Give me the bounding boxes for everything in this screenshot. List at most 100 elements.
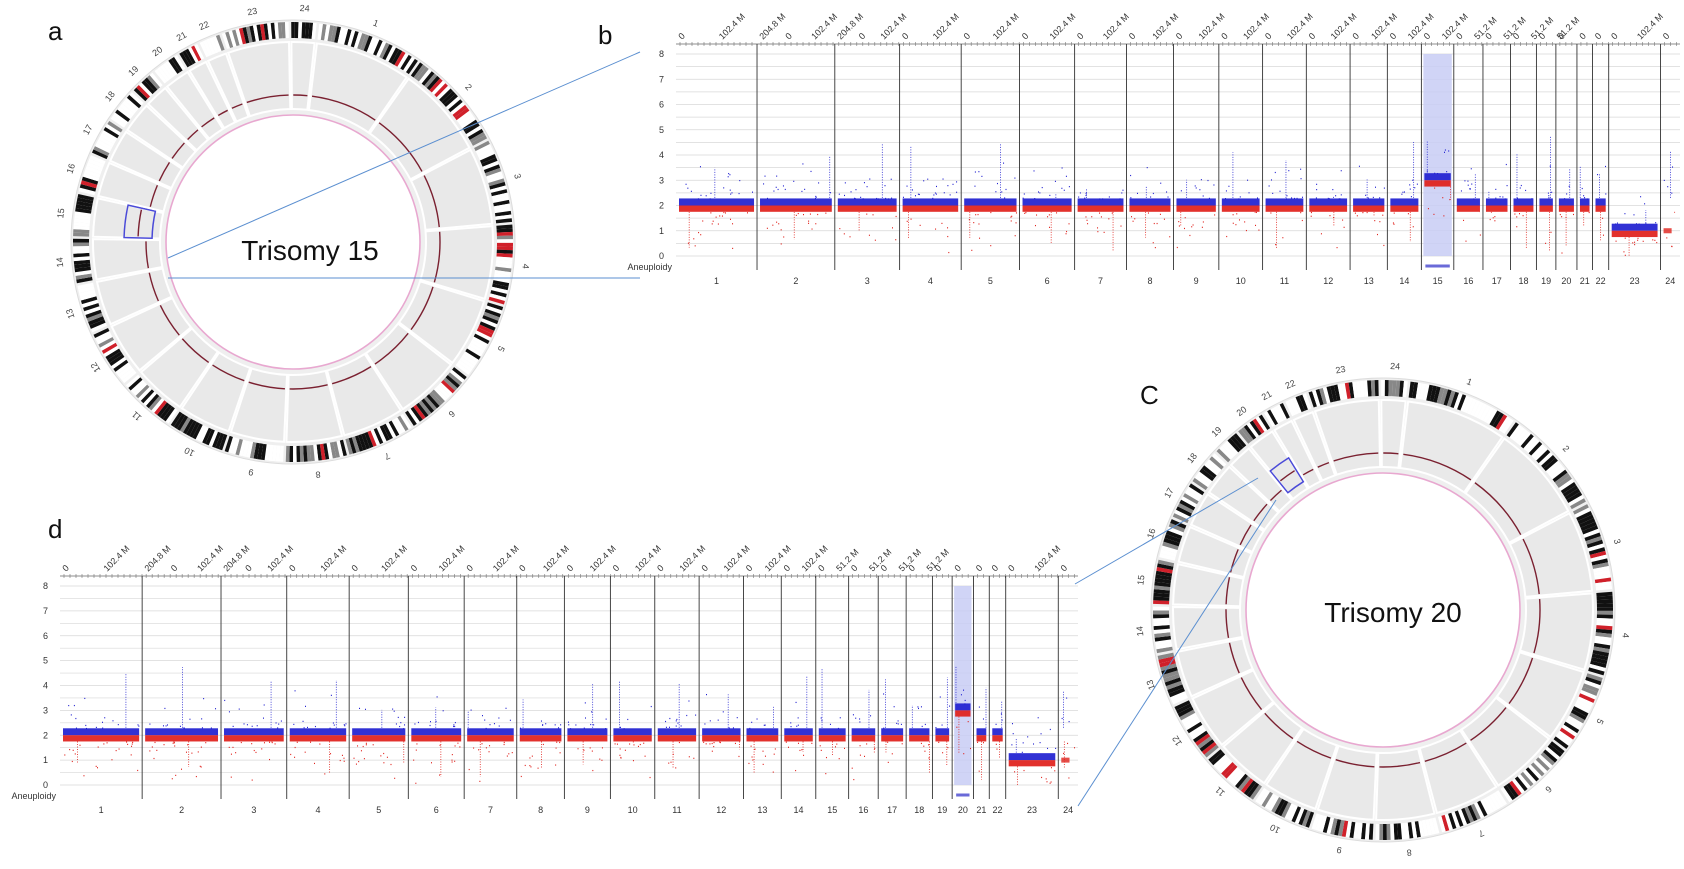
- ideogram-band: [1153, 596, 1170, 601]
- circos-track-segment: [1172, 562, 1245, 608]
- data-point: [1134, 218, 1136, 220]
- ideogram-band: [165, 408, 178, 424]
- data-point: [451, 759, 453, 761]
- gain-band: [1221, 198, 1260, 206]
- top-tick-label: 0: [60, 563, 71, 574]
- top-tick-label: 102.4 M: [1635, 11, 1665, 41]
- data-point: [754, 748, 756, 750]
- y-tick-label: 8: [43, 581, 48, 591]
- ideogram-band: [1281, 801, 1292, 818]
- data-point: [1066, 230, 1068, 233]
- data-point: [784, 188, 786, 191]
- ideogram-band: [1460, 395, 1470, 412]
- top-tick-label: 0: [243, 563, 254, 574]
- chromosome-label: 24: [1063, 805, 1073, 815]
- ideogram-band: [1334, 819, 1342, 836]
- data-point: [924, 750, 926, 752]
- data-point: [1268, 185, 1270, 187]
- ideogram-band: [80, 180, 98, 189]
- circos-cn-line: [331, 366, 372, 385]
- ideogram-band: [1375, 823, 1380, 840]
- ideogram-band: [73, 222, 90, 227]
- chromosome-label: 20: [1561, 276, 1571, 286]
- data-point: [131, 745, 133, 747]
- data-point: [1037, 717, 1039, 719]
- chromosome-label: 22: [992, 805, 1002, 815]
- data-point: [1492, 217, 1494, 219]
- ideogram-band: [458, 113, 474, 126]
- data-point: [1178, 221, 1180, 223]
- data-point: [849, 236, 851, 238]
- data-point: [803, 754, 805, 756]
- gain-band: [145, 728, 219, 736]
- ideogram-band: [1197, 736, 1213, 749]
- data-point: [1239, 196, 1241, 198]
- data-point: [799, 749, 801, 752]
- circos-chromosome-label: 15: [1135, 574, 1146, 585]
- data-point: [838, 193, 840, 195]
- ideogram-band: [1428, 818, 1436, 835]
- data-point: [130, 754, 132, 756]
- ideogram-band: [1209, 456, 1224, 470]
- ideogram-band: [1515, 429, 1529, 444]
- data-point: [1561, 216, 1563, 218]
- data-point: [797, 724, 799, 726]
- ideogram-band: [1287, 804, 1298, 821]
- ideogram-band: [1528, 764, 1542, 779]
- loss-band: [1558, 205, 1574, 212]
- data-point: [453, 724, 455, 726]
- loss-band: [1485, 205, 1508, 212]
- data-point: [1054, 180, 1056, 182]
- data-point: [1286, 195, 1288, 197]
- ideogram-band: [407, 408, 420, 424]
- data-point: [670, 761, 672, 763]
- data-point: [200, 746, 202, 748]
- ideogram-band: [144, 77, 158, 92]
- data-point: [1169, 236, 1171, 238]
- data-point: [780, 229, 782, 231]
- circos-chromosome-label: 5: [496, 344, 507, 353]
- data-point: [1085, 194, 1087, 197]
- data-point: [468, 768, 470, 771]
- ideogram-band: [1249, 784, 1262, 800]
- data-point: [333, 724, 335, 726]
- ideogram-band: [418, 400, 432, 416]
- data-point: [876, 197, 878, 200]
- data-point: [137, 769, 139, 772]
- ideogram-band: [426, 394, 440, 409]
- data-point: [1434, 187, 1436, 189]
- data-point: [436, 696, 438, 698]
- top-tick-label: 0: [1609, 31, 1620, 42]
- ideogram-band: [486, 171, 503, 180]
- ideogram-band: [1261, 791, 1273, 808]
- chromosome-label: 1: [714, 276, 719, 286]
- ideogram-band: [89, 319, 106, 329]
- data-point: [415, 782, 417, 784]
- ideogram-band: [1170, 691, 1187, 701]
- ideogram-band: [1483, 406, 1495, 423]
- ideogram-band: [320, 24, 327, 41]
- data-point: [811, 228, 813, 230]
- data-point: [1011, 744, 1013, 746]
- circos-cn-line: [201, 117, 215, 128]
- data-point: [885, 197, 887, 200]
- circos-inner-circle: [1245, 472, 1521, 748]
- ideogram-band: [1199, 739, 1215, 752]
- data-point: [746, 212, 748, 214]
- data-point: [303, 727, 305, 729]
- data-point: [1236, 213, 1238, 215]
- data-point: [938, 741, 940, 743]
- data-point: [393, 710, 395, 712]
- circos-chromosome-label: 12: [89, 361, 103, 375]
- data-point: [69, 748, 71, 751]
- data-point: [1078, 196, 1080, 198]
- data-point: [1449, 198, 1451, 201]
- loss-band: [289, 735, 347, 742]
- data-point: [488, 751, 490, 753]
- ideogram-band: [1441, 814, 1450, 832]
- data-point: [187, 744, 189, 746]
- loss-band: [1022, 205, 1072, 212]
- data-point: [589, 747, 591, 749]
- top-tick-label: 102.4 M: [1101, 11, 1131, 41]
- data-point: [693, 238, 695, 240]
